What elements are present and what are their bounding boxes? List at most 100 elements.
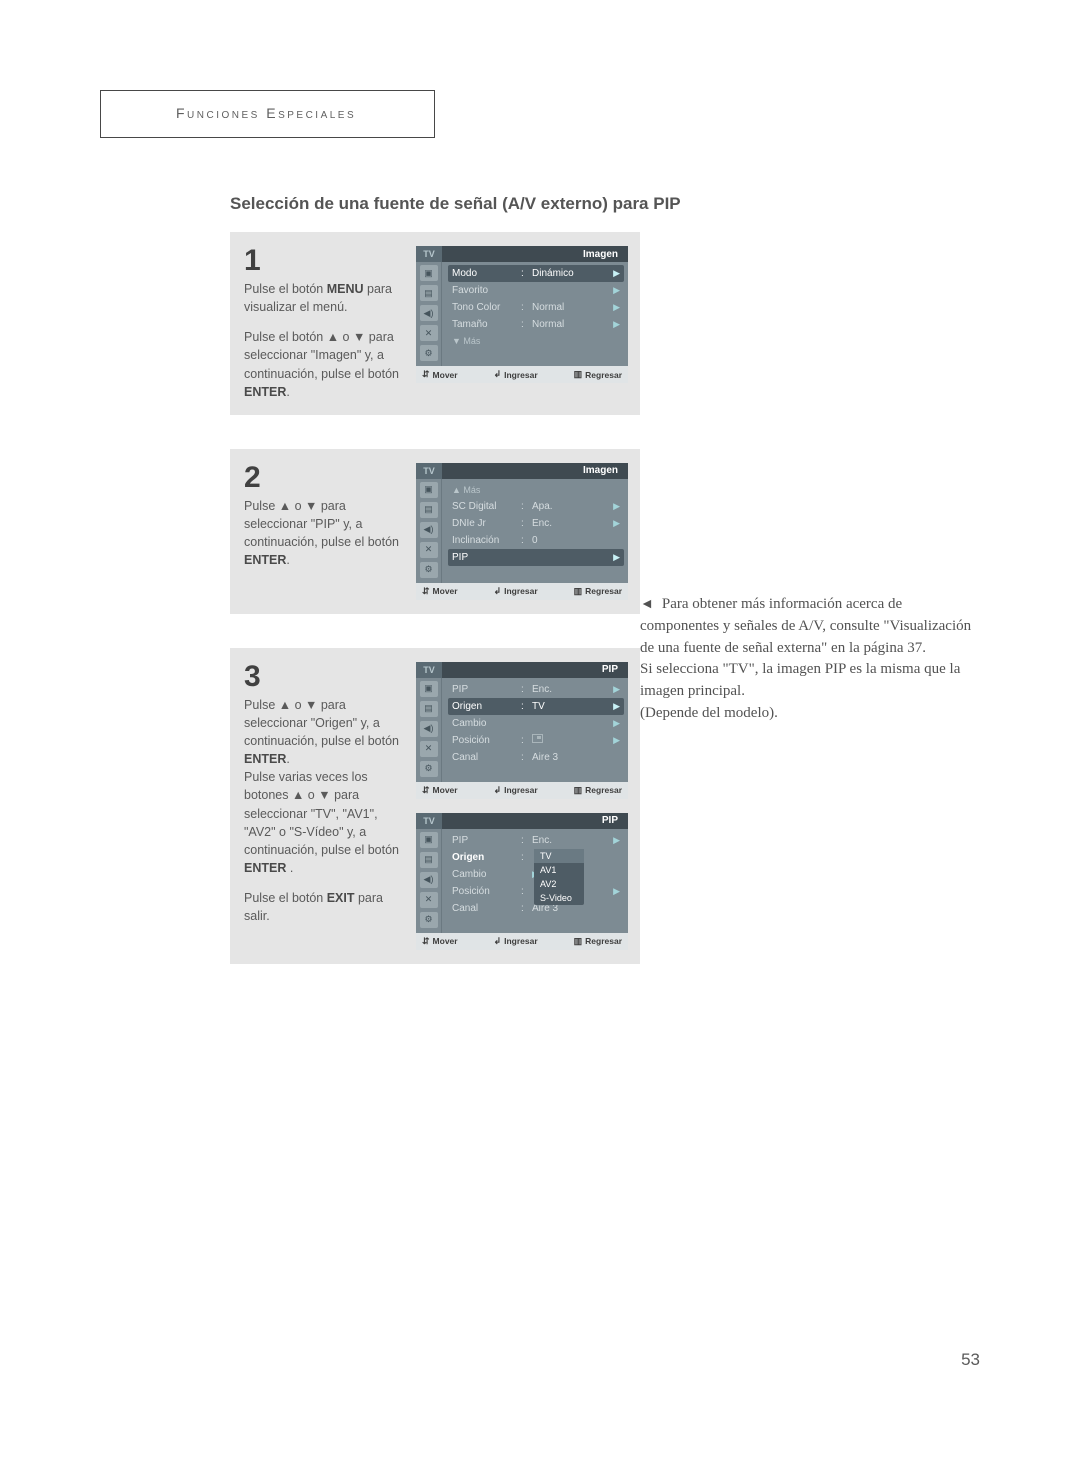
- updown-icon: ⇵: [422, 586, 430, 597]
- osd-row-inclinacion: Inclinación:0: [448, 532, 624, 549]
- osd-more-up: ▲ Más: [448, 482, 624, 498]
- step-body: Pulse el botón ▲ o ▼ para seleccionar "I…: [244, 328, 404, 401]
- osd-source-label: TV: [416, 246, 442, 262]
- step-1: 1 Pulse el botón MENU para visualizar el…: [230, 232, 640, 415]
- arrow-left-icon: ◄: [640, 595, 654, 615]
- picture-icon: ▣: [420, 681, 438, 697]
- osd-screen-imagen-2: TV Imagen ▣ ▤ ◀) ✕ ⚙ ▲ Más: [416, 463, 628, 600]
- osd-row-canal: Canal:Aire 3: [448, 749, 624, 766]
- chevron-right-icon: ▶: [613, 518, 620, 529]
- osd-menu-title: Imagen: [442, 463, 628, 479]
- position-icon: [532, 734, 543, 743]
- page-number: 53: [961, 1350, 980, 1370]
- osd-more-down: ▼ Más: [448, 333, 624, 349]
- chapter-title: Funciones Especiales: [176, 105, 356, 121]
- chevron-right-icon: ▶: [613, 302, 620, 313]
- side-note: ◄Para obtener más información acerca de …: [640, 594, 980, 725]
- osd-row-origen: Origen:TV▶: [448, 698, 624, 715]
- step-body: Pulse ▲ o ▼ para seleccionar "PIP" y, a …: [244, 497, 404, 570]
- dropdown-option: AV2: [534, 877, 584, 891]
- chevron-right-icon: ▶: [613, 285, 620, 296]
- osd-icon-column: ▣ ▤ ◀) ✕ ⚙: [416, 678, 442, 782]
- osd-footer: ⇵Mover ↲Ingresar ▥Regresar: [416, 933, 628, 950]
- osd-screen-pip-2: TV PIP ▣ ▤ ◀) ✕ ⚙ PIP:Enc.: [416, 813, 628, 950]
- step-number: 1: [244, 246, 404, 276]
- step-body: Pulse varias veces los botones ▲ o ▼ par…: [244, 768, 404, 877]
- channel-icon: ✕: [420, 325, 438, 341]
- osd-source-label: TV: [416, 813, 442, 829]
- display-icon: ▤: [420, 285, 438, 301]
- osd-menu-title: PIP: [442, 813, 628, 829]
- chapter-header: Funciones Especiales: [100, 90, 435, 138]
- osd-row-scdigital: SC Digital:Apa.▶: [448, 498, 624, 515]
- chevron-right-icon: ▶: [613, 735, 620, 746]
- osd-source-label: TV: [416, 662, 442, 678]
- chevron-right-icon: ▶: [613, 268, 620, 279]
- osd-menu-title: Imagen: [442, 246, 628, 262]
- chevron-right-icon: ▶: [613, 701, 620, 712]
- osd-row-tonocolor: Tono Color:Normal▶: [448, 299, 624, 316]
- osd-row-favorito: Favorito▶: [448, 282, 624, 299]
- osd-icon-column: ▣ ▤ ◀) ✕ ⚙: [416, 262, 442, 366]
- enter-icon: ↲: [494, 936, 502, 947]
- osd-row-posicion: Posición:▶: [448, 732, 624, 749]
- osd-source-label: TV: [416, 463, 442, 479]
- sound-icon: ◀): [420, 305, 438, 321]
- updown-icon: ⇵: [422, 785, 430, 796]
- step-body: Pulse el botón MENU para visualizar el m…: [244, 280, 404, 316]
- origen-dropdown: TV AV1 AV2 S-Video: [534, 849, 584, 905]
- osd-icon-column: ▣ ▤ ◀) ✕ ⚙: [416, 479, 442, 583]
- return-icon: ▥: [574, 586, 583, 597]
- chevron-right-icon: ▶: [613, 552, 620, 563]
- dropdown-option: AV1: [534, 863, 584, 877]
- chevron-right-icon: ▶: [613, 718, 620, 729]
- step-number: 2: [244, 463, 404, 493]
- osd-row-pip: PIP:Enc.▶: [448, 681, 624, 698]
- section-title: Selección de una fuente de señal (A/V ex…: [230, 194, 980, 214]
- osd-footer: ⇵Mover ↲Ingresar ▥Regresar: [416, 782, 628, 799]
- osd-screen-pip-1: TV PIP ▣ ▤ ◀) ✕ ⚙ PIP:Enc.: [416, 662, 628, 799]
- step-3: 3 Pulse ▲ o ▼ para seleccionar "Origen" …: [230, 648, 640, 964]
- enter-icon: ↲: [494, 369, 502, 380]
- updown-icon: ⇵: [422, 936, 430, 947]
- channel-icon: ✕: [420, 741, 438, 757]
- setup-icon: ⚙: [420, 345, 438, 361]
- osd-footer: ⇵Mover ↲Ingresar ▥Regresar: [416, 583, 628, 600]
- picture-icon: ▣: [420, 265, 438, 281]
- sound-icon: ◀): [420, 522, 438, 538]
- return-icon: ▥: [574, 369, 583, 380]
- chevron-right-icon: ▶: [613, 835, 620, 846]
- sound-icon: ◀): [420, 872, 438, 888]
- setup-icon: ⚙: [420, 912, 438, 928]
- sound-icon: ◀): [420, 721, 438, 737]
- display-icon: ▤: [420, 701, 438, 717]
- updown-icon: ⇵: [422, 369, 430, 380]
- osd-row-pip: PIP▶: [448, 549, 624, 566]
- return-icon: ▥: [574, 785, 583, 796]
- picture-icon: ▣: [420, 832, 438, 848]
- step-2: 2 Pulse ▲ o ▼ para seleccionar "PIP" y, …: [230, 449, 640, 614]
- chevron-right-icon: ▶: [613, 319, 620, 330]
- dropdown-option: S-Video: [534, 891, 584, 905]
- chevron-right-icon: ▶: [613, 886, 620, 897]
- step-number: 3: [244, 662, 404, 692]
- osd-footer: ⇵Mover ↲Ingresar ▥Regresar: [416, 366, 628, 383]
- enter-icon: ↲: [494, 586, 502, 597]
- picture-icon: ▣: [420, 482, 438, 498]
- osd-icon-column: ▣ ▤ ◀) ✕ ⚙: [416, 829, 442, 933]
- osd-row-pip: PIP:Enc.▶: [448, 832, 624, 849]
- osd-screen-imagen-1: TV Imagen ▣ ▤ ◀) ✕ ⚙ Modo:: [416, 246, 628, 383]
- step-body: Pulse ▲ o ▼ para seleccionar "Origen" y,…: [244, 696, 404, 769]
- display-icon: ▤: [420, 852, 438, 868]
- setup-icon: ⚙: [420, 562, 438, 578]
- chevron-right-icon: ▶: [613, 684, 620, 695]
- setup-icon: ⚙: [420, 761, 438, 777]
- return-icon: ▥: [574, 936, 583, 947]
- enter-icon: ↲: [494, 785, 502, 796]
- display-icon: ▤: [420, 502, 438, 518]
- dropdown-option: TV: [534, 849, 584, 863]
- osd-menu-title: PIP: [442, 662, 628, 678]
- osd-row-modo: Modo:Dinámico▶: [448, 265, 624, 282]
- osd-row-cambio: Cambio▶: [448, 715, 624, 732]
- channel-icon: ✕: [420, 542, 438, 558]
